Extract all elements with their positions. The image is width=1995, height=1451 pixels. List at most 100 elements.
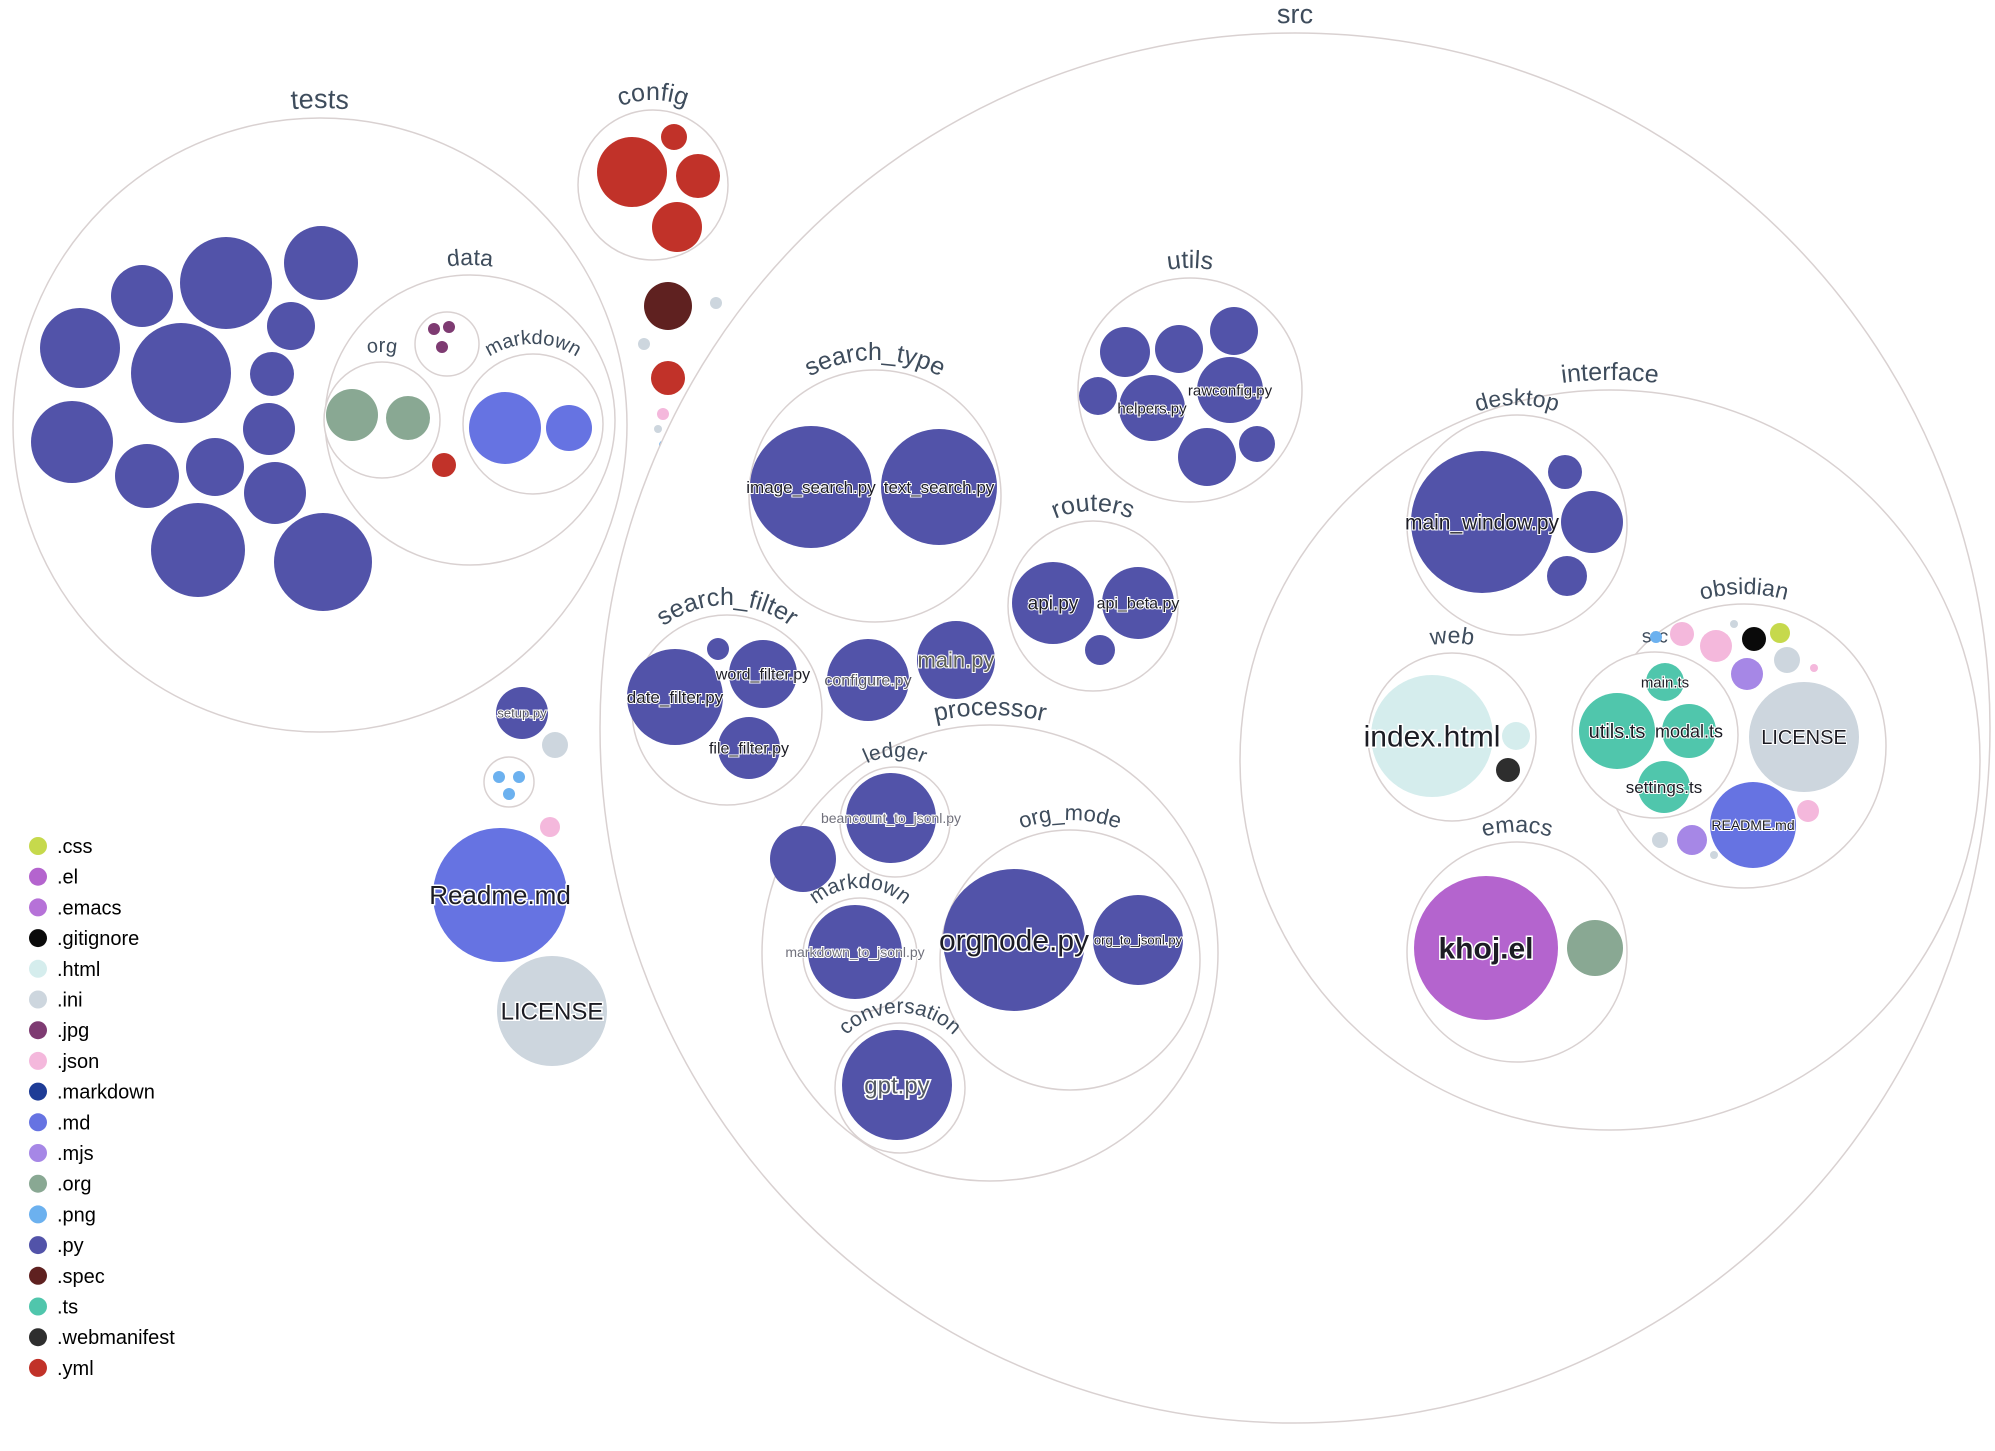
file-mjs-circle <box>1677 825 1707 855</box>
folder-label-interface: interface <box>1560 358 1661 389</box>
file-label-index-html: index.html <box>1364 721 1501 754</box>
extension-legend: .css .el .emacs .gitignore .html .ini .jpg .jso… <box>29 836 175 1380</box>
file-text-search-py-circle <box>881 429 997 545</box>
file-label-setup-py: setup.py <box>497 706 547 721</box>
legend-label-spec: .spec <box>57 1266 105 1288</box>
file-yml-circle <box>651 361 685 395</box>
file-main-ts-circle <box>1646 663 1684 701</box>
file-yml-circle <box>676 154 720 198</box>
file-image-search-py-circle <box>750 426 872 548</box>
file-py-circle <box>1239 426 1275 462</box>
file-label-api-beta-py: api_beta.py <box>1097 596 1180 613</box>
file-label-text-search-py: text_search.py <box>884 478 995 497</box>
legend-label-ts: .ts <box>57 1297 78 1319</box>
file-label-settings-ts: settings.ts <box>1626 778 1703 797</box>
file-label-date-filter-py: date_filter.py <box>627 688 724 707</box>
file-label-image-search-py: image_search.py <box>746 478 876 497</box>
file-gitignore-circle <box>1742 627 1766 651</box>
file-org-circle <box>326 389 378 441</box>
file-py-circle <box>1178 428 1236 486</box>
file-json-circle <box>1700 630 1732 662</box>
file-label-configure-py: configure.py <box>824 673 911 690</box>
file-gpt-py-circle <box>842 1030 952 1140</box>
file-label-file-filter-py: file_filter.py <box>709 741 789 758</box>
legend-swatch-ts <box>29 1297 47 1316</box>
file-py-circle <box>1548 455 1582 489</box>
file-jpg-circle <box>443 321 455 333</box>
file-beancount-to-jsonl-py-circle <box>846 773 936 863</box>
file-rawconfig-py-circle <box>1197 357 1263 423</box>
legend-swatch-webmanifest <box>29 1328 47 1347</box>
legend-label-emacs: .emacs <box>57 897 121 919</box>
file-ini-circle <box>1652 832 1668 848</box>
file-label-main-py: main.py <box>917 648 994 673</box>
file-label-gpt-py: gpt.py <box>864 1072 929 1099</box>
file-html-circle <box>1502 722 1530 750</box>
legend-swatch-json <box>29 1051 47 1070</box>
folder-label-web: web <box>1427 622 1476 650</box>
legend-swatch-emacs <box>29 898 47 917</box>
legend-label-json: .json <box>57 1051 99 1073</box>
file-word-filter-py-circle <box>729 640 797 708</box>
file-setup-py-circle <box>496 687 548 739</box>
folder-label-tests: tests <box>290 84 351 115</box>
file-py-circle <box>244 462 306 524</box>
file-configure-py-circle <box>827 639 909 721</box>
legend-swatch-gitignore <box>29 929 47 948</box>
file-label-main-ts: main.ts <box>1641 674 1689 691</box>
folder-label-config: config <box>613 78 692 112</box>
file-py-circle <box>1085 635 1115 665</box>
file-license-circle <box>1749 682 1859 792</box>
legend-label-jpg: .jpg <box>57 1020 89 1042</box>
file-ini-circle <box>542 732 568 758</box>
file-py-circle <box>131 323 231 423</box>
file-py-circle <box>707 638 729 660</box>
file-py-circle <box>1155 325 1203 373</box>
folder-label-utils: utils <box>1165 246 1215 276</box>
file-modal-ts-circle <box>1662 704 1716 758</box>
file-json-circle <box>1797 800 1819 822</box>
file-py-circle <box>770 826 836 892</box>
legend-label-css: .css <box>57 836 93 858</box>
file-label-api-py: api.py <box>1028 594 1079 615</box>
file-json-circle <box>1810 664 1818 672</box>
legend-label-webmanifest: .webmanifest <box>57 1327 175 1349</box>
file-py-circle <box>180 237 272 329</box>
file-md-circle <box>469 392 541 464</box>
legend-swatch-png <box>29 1205 47 1224</box>
file-settings-ts-circle <box>1638 761 1690 813</box>
file-ini-circle <box>654 425 662 433</box>
file-ini-circle <box>1730 620 1738 628</box>
file-yml-circle <box>661 124 687 150</box>
legend-swatch-css <box>29 837 47 855</box>
file-py-circle <box>115 444 179 508</box>
file-readme-md-circle <box>1710 782 1796 868</box>
legend-label-markdown: .markdown <box>57 1082 155 1104</box>
file-py-circle <box>1100 327 1150 377</box>
file-spec-circle <box>644 282 692 330</box>
file-label-beancount-to-jsonl-py: beancount_to_jsonl.py <box>821 810 961 826</box>
file-label-readme-md: README.md <box>1711 817 1794 833</box>
file-markdown-to-jsonl-py-circle <box>808 905 902 999</box>
file-py-circle <box>1079 377 1117 415</box>
file-py-circle <box>111 265 173 327</box>
file-json-circle <box>657 408 669 420</box>
file-py-circle <box>186 438 244 496</box>
file-ini-circle <box>638 338 650 350</box>
file-file-filter-py-circle <box>718 717 780 779</box>
file-label-license: LICENSE <box>501 998 604 1025</box>
file-readme-md-circle <box>433 828 567 962</box>
file-ini-circle <box>710 297 722 309</box>
file-ini-circle <box>1774 647 1800 673</box>
file-ini-circle <box>1710 851 1718 859</box>
legend-swatch-el <box>29 867 47 886</box>
file-yml-circle <box>652 202 702 252</box>
folder-label-emacs: emacs <box>1479 811 1556 842</box>
file-yml-circle <box>597 137 667 207</box>
file-png-circle <box>1650 631 1662 643</box>
file-label-word-filter-py: word_filter.py <box>715 667 810 684</box>
folder-label-data: data <box>445 244 494 272</box>
folder-label-src: src <box>1277 0 1314 29</box>
